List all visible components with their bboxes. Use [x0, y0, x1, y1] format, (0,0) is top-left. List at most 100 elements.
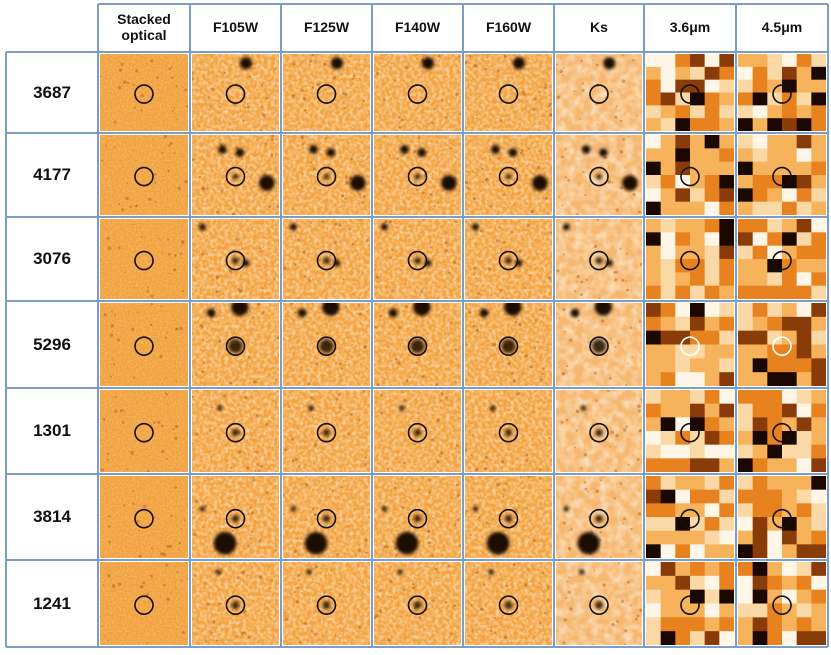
- cutout-stamp: [192, 54, 279, 131]
- target-circle: [225, 250, 246, 271]
- cutout-stamp: [465, 54, 552, 131]
- target-circle: [680, 336, 700, 356]
- cutout-stamp: [283, 135, 370, 215]
- cutout-stamp: [465, 476, 552, 558]
- cutout-stamp: [100, 303, 188, 386]
- row-label: 3687: [33, 82, 71, 102]
- cutout-stamp: [646, 54, 734, 131]
- cutout-stamp: [556, 54, 642, 131]
- target-circle: [589, 84, 609, 104]
- cutout-stamp: [556, 219, 642, 299]
- target-circle: [225, 422, 246, 443]
- cutout-stamp: [556, 303, 642, 386]
- cutout-stamp: [646, 135, 734, 215]
- cutout-stamp: [374, 562, 461, 645]
- target-circle: [225, 336, 246, 356]
- target-circle: [316, 166, 337, 187]
- cutout-stamp: [465, 135, 552, 215]
- target-circle: [589, 336, 609, 356]
- target-circle: [225, 166, 246, 187]
- cutout-stamp: [283, 54, 370, 131]
- cutout-stamp: [283, 562, 370, 645]
- target-circle: [134, 508, 154, 529]
- cutout-stamp: [192, 562, 279, 645]
- target-circle: [589, 422, 609, 443]
- column-header: Stacked optical: [117, 11, 171, 43]
- row-label: 4177: [33, 165, 71, 184]
- target-circle: [772, 166, 792, 187]
- target-circle: [407, 166, 428, 187]
- cutout-stamp: [192, 476, 279, 558]
- cutout-stamp: [646, 390, 734, 472]
- cutout-stamp: [192, 303, 279, 386]
- cutout-stamp: [100, 390, 188, 472]
- target-circle: [407, 422, 428, 443]
- target-circle: [134, 422, 154, 443]
- target-circle: [407, 336, 428, 356]
- target-circle: [407, 595, 428, 615]
- target-circle: [407, 84, 428, 104]
- target-circle: [772, 250, 792, 271]
- cutout-stamp: [646, 476, 734, 558]
- target-circle: [680, 595, 700, 615]
- column-header: 3.6μm: [669, 19, 711, 35]
- cutout-stamp: [374, 219, 461, 299]
- target-circle: [225, 508, 246, 529]
- column-header: F125W: [303, 19, 350, 35]
- cutout-stamp: [646, 303, 734, 386]
- column-header: F105W: [212, 19, 259, 35]
- target-circle: [407, 250, 428, 271]
- cutout-stamp: [738, 303, 826, 386]
- target-circle: [589, 508, 609, 529]
- cutout-stamp: [465, 390, 552, 472]
- grid-lines: [5, 3, 829, 648]
- target-circle: [680, 508, 700, 529]
- cutout-stamp: [465, 219, 552, 299]
- target-circle: [589, 250, 609, 271]
- cutout-stamp: [738, 54, 826, 131]
- column-header: F160W: [485, 19, 532, 35]
- target-circle: [498, 422, 519, 443]
- cutout-stamp: [646, 219, 734, 299]
- target-circle: [316, 508, 337, 529]
- target-circle: [134, 336, 154, 356]
- column-header: 4.5μm: [761, 19, 803, 35]
- cutout-stamp: [283, 219, 370, 299]
- target-circle: [498, 84, 519, 104]
- target-circle: [772, 84, 792, 104]
- cutout-stamp: [556, 390, 642, 472]
- target-circle: [772, 508, 792, 529]
- cutout-stamp: [100, 562, 188, 645]
- target-circle: [134, 84, 154, 104]
- target-circle: [316, 336, 337, 356]
- cutout-stamp: [100, 219, 188, 299]
- cutout-stamp: [738, 219, 826, 299]
- target-circle: [589, 166, 609, 187]
- target-circle: [772, 336, 792, 356]
- target-circle: [680, 84, 700, 104]
- target-circle: [680, 166, 700, 187]
- cutout-stamp: [646, 562, 734, 645]
- target-circle: [134, 166, 154, 187]
- column-header: Ks: [590, 19, 608, 35]
- cutout-stamp: [374, 54, 461, 131]
- column-header: F140W: [394, 19, 441, 35]
- cutout-stamp: [100, 135, 188, 215]
- target-circle: [134, 595, 154, 615]
- cutout-stamp: [100, 54, 188, 131]
- row-label: 3814: [33, 507, 71, 526]
- target-circle: [407, 508, 428, 529]
- cutout-stamp: [192, 219, 279, 299]
- target-circle: [498, 336, 519, 356]
- target-circle: [316, 422, 337, 443]
- cutout-stamp: [556, 135, 642, 215]
- cutout-stamp: [465, 562, 552, 645]
- cutout-stamp: [374, 390, 461, 472]
- target-circle: [772, 422, 792, 443]
- cutout-stamp: [556, 562, 642, 645]
- target-circle: [680, 250, 700, 271]
- cutout-stamp: [738, 476, 826, 558]
- cutout-stamp: [738, 135, 826, 215]
